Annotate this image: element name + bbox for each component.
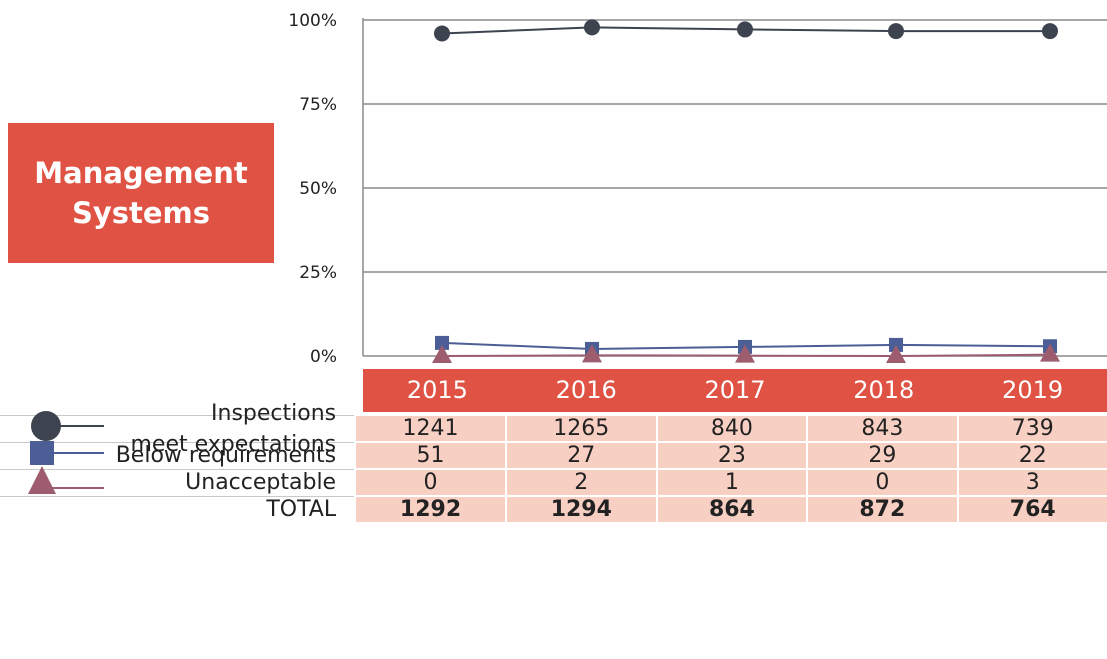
y-axis-ticks: 0% 25% 50% 75% 100% (288, 11, 337, 367)
y-tick-label: 75% (299, 95, 337, 115)
x-tick-label: 2017 (704, 376, 766, 404)
x-tick-label: 2018 (853, 376, 915, 404)
table-cell: 840 (655, 414, 808, 442)
y-tick-label: 100% (288, 11, 337, 31)
table-cell: 29 (806, 441, 958, 469)
total-row: TOTAL 1292 1294 864 872 764 (0, 495, 1107, 522)
table-cell: 3 (956, 468, 1107, 496)
triangle-marker-icon (26, 464, 106, 502)
section-title-line1: Management (34, 156, 248, 190)
table-cell: 1241 (354, 414, 506, 442)
table-cell: 1265 (504, 414, 657, 442)
grid-lines (362, 18, 1107, 357)
x-tick-label: 2019 (1002, 376, 1064, 404)
table-cell: 23 (655, 441, 808, 469)
data-point-square (889, 337, 903, 352)
section-title-line2: Systems (71, 196, 211, 230)
row-label-line: Inspections (211, 400, 337, 426)
table-row: Inspections meet expectations 1241 1265 … (0, 401, 1107, 457)
total-cell: 864 (655, 495, 808, 522)
data-point-triangle (582, 344, 602, 363)
data-point-triangle (1040, 343, 1060, 362)
total-label: TOTAL (266, 496, 337, 522)
data-point-triangle (432, 345, 452, 363)
data-point-square (435, 335, 449, 350)
data-point-circle (1042, 23, 1058, 40)
table-cell: 51 (354, 441, 506, 469)
row-label-cell: Below requirements (0, 440, 356, 469)
y-tick-label: 50% (299, 179, 337, 199)
x-tick-label: 2016 (555, 376, 617, 404)
total-cell: 1292 (354, 495, 506, 522)
total-cell: 872 (806, 495, 958, 522)
line-chart: 0% 25% 50% 75% 100% (288, 11, 1107, 367)
y-tick-label: 0% (310, 347, 337, 367)
data-table: Inspections meet expectations 1241 1265 … (0, 401, 1107, 522)
y-tick-label: 25% (299, 263, 337, 283)
row-label-line: Unacceptable (185, 470, 337, 495)
data-point-circle (434, 25, 450, 42)
circle-marker-icon (26, 406, 106, 452)
table-cell: 843 (806, 414, 958, 442)
data-point-circle (888, 23, 904, 40)
data-point-triangle (735, 344, 755, 363)
total-cell: 1294 (504, 495, 657, 522)
table-cell: 2 (504, 468, 657, 496)
table-cell: 0 (354, 468, 506, 496)
table-cell: 0 (806, 468, 958, 496)
data-point-triangle (886, 345, 906, 363)
section-title: Management Systems (8, 123, 274, 263)
table-cell: 739 (956, 414, 1107, 442)
table-cell: 22 (956, 441, 1107, 469)
table-row: Unacceptable 0 2 1 0 3 (0, 465, 1107, 496)
x-tick-label: 2015 (406, 376, 468, 404)
table-cell: 1 (655, 468, 808, 496)
row-label-cell: Unacceptable (0, 465, 356, 496)
total-cell: 764 (956, 495, 1107, 522)
table-cell: 27 (504, 441, 657, 469)
row-label-line: Below requirements (115, 443, 337, 468)
series-layer (432, 19, 1060, 363)
data-point-circle (737, 21, 753, 38)
table-row: Below requirements 51 27 23 29 22 (0, 440, 1107, 469)
x-axis-year-bar: 2015 2016 2017 2018 2019 (363, 369, 1107, 412)
row-label-cell: TOTAL (0, 495, 356, 522)
data-point-circle (584, 19, 600, 36)
square-marker-icon (26, 438, 106, 474)
